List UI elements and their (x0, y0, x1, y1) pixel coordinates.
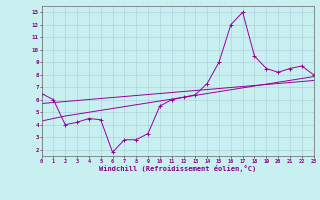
X-axis label: Windchill (Refroidissement éolien,°C): Windchill (Refroidissement éolien,°C) (99, 165, 256, 172)
